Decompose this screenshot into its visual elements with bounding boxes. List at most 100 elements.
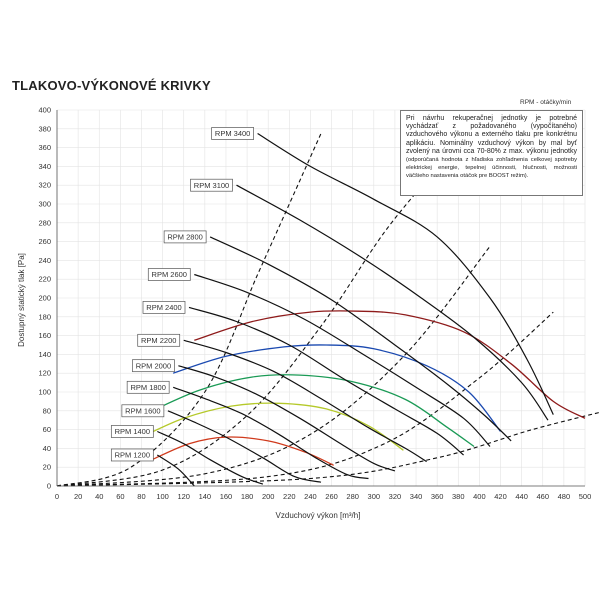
- y-tick-label: 340: [38, 162, 51, 171]
- x-tick-label: 180: [241, 492, 254, 501]
- efficiency-curves: [141, 310, 586, 466]
- x-tick-label: 320: [389, 492, 402, 501]
- system-curve: [56, 311, 554, 487]
- rpm-label-box: [132, 359, 175, 373]
- y-tick-label: 300: [38, 200, 51, 209]
- rpm-curve: [157, 430, 264, 485]
- rpm-label-box: [121, 404, 165, 418]
- x-tick-label: 140: [199, 492, 212, 501]
- rpm-curve: [209, 236, 512, 442]
- y-tick-label: 200: [38, 294, 51, 303]
- y-tick-label: 20: [43, 463, 51, 472]
- x-tick-label: 460: [537, 492, 550, 501]
- design-note: Pri návrhu rekuperačnej jednotky je potr…: [400, 110, 583, 196]
- rpm-curve: [172, 386, 369, 480]
- rpm-label: RPM 1400: [115, 427, 150, 436]
- rpm-label: RPM 2400: [146, 303, 181, 312]
- x-tick-label: 340: [410, 492, 423, 501]
- x-tick-label: 80: [137, 492, 145, 501]
- rpm-curve: [183, 339, 427, 463]
- rpm-label-box: [163, 230, 207, 244]
- rpm-curve: [194, 273, 491, 447]
- y-tick-label: 100: [38, 388, 51, 397]
- y-tick-label: 400: [38, 106, 51, 115]
- x-tick-label: 300: [368, 492, 381, 501]
- efficiency-curve: [141, 402, 404, 451]
- x-tick-label: 400: [473, 492, 486, 501]
- x-tick-label: 480: [558, 492, 571, 501]
- y-tick-label: 40: [43, 444, 51, 453]
- x-tick-label: 280: [346, 492, 359, 501]
- rpm-label-box: [137, 333, 181, 347]
- system-curve: [56, 411, 600, 487]
- rpm-label-box: [110, 425, 154, 438]
- rpm-label-box: [126, 380, 170, 394]
- y-tick-label: 0: [47, 482, 51, 491]
- x-tick-label: 380: [452, 492, 465, 501]
- rpm-label: RPM 1600: [125, 407, 160, 416]
- x-tick-label: 500: [579, 492, 592, 501]
- rpm-curve: [167, 410, 322, 483]
- x-tick-label: 60: [116, 492, 124, 501]
- chart-title: TLAKOVO-VÝKONOVÉ KRIVKY: [12, 78, 211, 93]
- rpm-label-box: [142, 301, 186, 314]
- x-tick-label: 40: [95, 492, 103, 501]
- x-tick-label: 100: [156, 492, 169, 501]
- system-curve: [56, 133, 322, 487]
- rpm-curve: [178, 365, 396, 472]
- efficiency-curve: [173, 344, 502, 432]
- rpm-label: RPM 2000: [136, 361, 171, 370]
- rpm-label: RPM 2800: [167, 233, 202, 242]
- rpm-label: RPM 2600: [152, 270, 187, 279]
- y-tick-label: 360: [38, 143, 51, 152]
- x-tick-label: 120: [177, 492, 190, 501]
- x-tick-label: 220: [283, 492, 296, 501]
- x-tick-label: 360: [431, 492, 444, 501]
- y-tick-label: 320: [38, 181, 51, 190]
- axes: 0 20 40 60 80 100 120 140 160 180 200 220 240 260 280 3…: [38, 106, 591, 502]
- x-tick-label: 200: [262, 492, 275, 501]
- system-curves: [56, 133, 600, 487]
- rpm-label-box: [211, 127, 254, 140]
- rpm-curves: [156, 132, 554, 487]
- rpm-label-box: [147, 268, 191, 281]
- efficiency-curve: [151, 374, 475, 448]
- y-tick-label: 380: [38, 124, 51, 133]
- rpm-label-box: [110, 448, 154, 462]
- rpm-label-box: [190, 178, 233, 192]
- rpm-unit-label: RPM - otáčky/min: [520, 99, 572, 106]
- y-tick-label: 260: [38, 237, 51, 246]
- rpm-labels: RPM 1200 RPM 1400 RPM 1600 RPM 1800 RPM 2000…: [110, 127, 254, 462]
- y-tick-label: 240: [38, 256, 51, 265]
- rpm-curve: [156, 454, 195, 487]
- rpm-label: RPM 2200: [141, 336, 176, 345]
- system-curve: [56, 245, 491, 487]
- rpm-label: RPM 1200: [115, 451, 150, 460]
- y-tick-label: 120: [38, 369, 51, 378]
- design-note-small-text: (odporúčaná hodnota z hľadiska zohľadnen…: [406, 157, 577, 180]
- x-tick-label: 440: [515, 492, 528, 501]
- y-tick-label: 140: [38, 350, 51, 359]
- rpm-curve: [188, 306, 464, 456]
- y-axis-label: Dostupný statický tlak [Pa]: [17, 253, 26, 347]
- rpm-label: RPM 1800: [130, 383, 165, 392]
- x-tick-label: 420: [494, 492, 507, 501]
- y-tick-label: 220: [38, 275, 51, 284]
- x-tick-label: 20: [74, 492, 82, 501]
- rpm-label: RPM 3100: [194, 181, 229, 190]
- x-tick-label: 240: [304, 492, 317, 501]
- rpm-curve: [257, 132, 554, 415]
- y-tick-label: 280: [38, 218, 51, 227]
- y-tick-label: 180: [38, 312, 51, 321]
- y-tick-label: 160: [38, 331, 51, 340]
- rpm-curve: [236, 184, 549, 421]
- y-tick-label: 80: [43, 406, 51, 415]
- x-tick-label: 0: [55, 492, 59, 501]
- y-tick-label: 60: [43, 425, 51, 434]
- rpm-label: RPM 3400: [215, 129, 250, 138]
- x-tick-label: 260: [325, 492, 338, 501]
- efficiency-curve: [194, 310, 586, 419]
- design-note-text: Pri návrhu rekuperačnej jednotky je potr…: [406, 115, 577, 155]
- system-curve: [56, 167, 438, 487]
